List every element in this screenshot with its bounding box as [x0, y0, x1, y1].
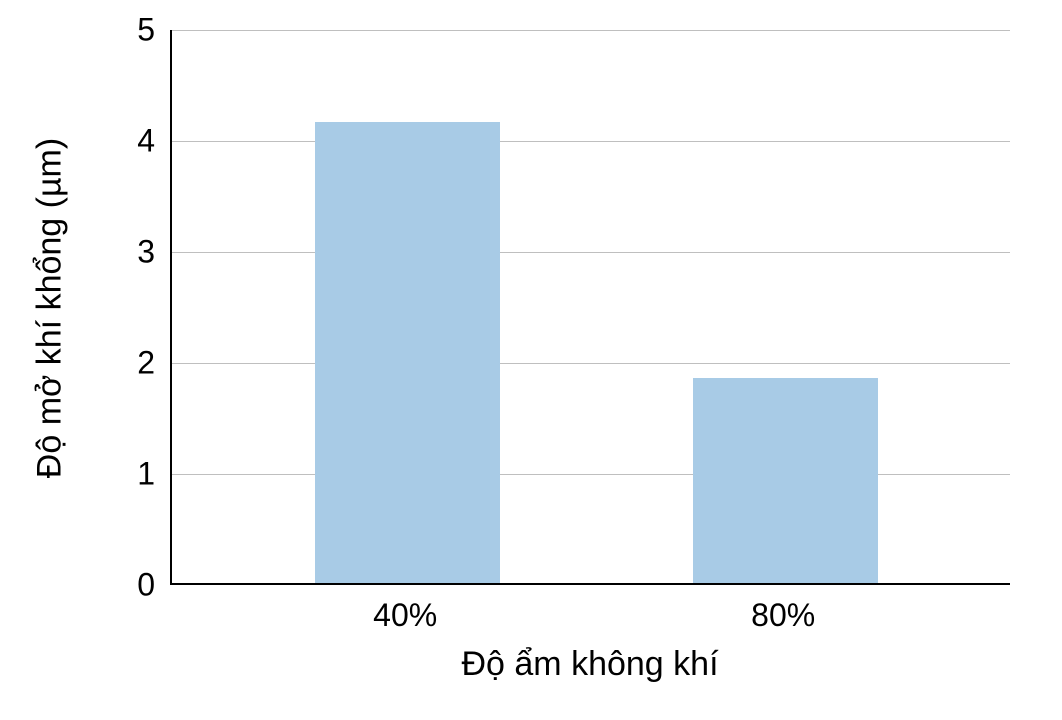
bar — [693, 378, 878, 583]
x-axis-label: Độ ẩm không khí — [461, 645, 718, 684]
x-tick-label: 80% — [751, 597, 815, 634]
y-tick-label: 4 — [75, 123, 155, 160]
y-tick-label: 1 — [75, 456, 155, 493]
y-tick-label: 3 — [75, 234, 155, 271]
y-axis-label: Độ mở khí khổng (µm) — [31, 137, 70, 477]
gridline — [172, 30, 1010, 31]
y-tick-label: 5 — [75, 12, 155, 49]
bar-chart: Độ mở khí khổng (µm) Độ ẩm không khí 0 1 2… — [0, 0, 1062, 720]
x-tick-label: 40% — [373, 597, 437, 634]
gridline — [172, 141, 1010, 142]
y-tick-label: 0 — [75, 567, 155, 604]
gridline — [172, 252, 1010, 253]
gridline — [172, 474, 1010, 475]
gridline — [172, 363, 1010, 364]
bar — [315, 122, 500, 583]
plot-area — [170, 30, 1010, 585]
y-tick-label: 2 — [75, 345, 155, 382]
